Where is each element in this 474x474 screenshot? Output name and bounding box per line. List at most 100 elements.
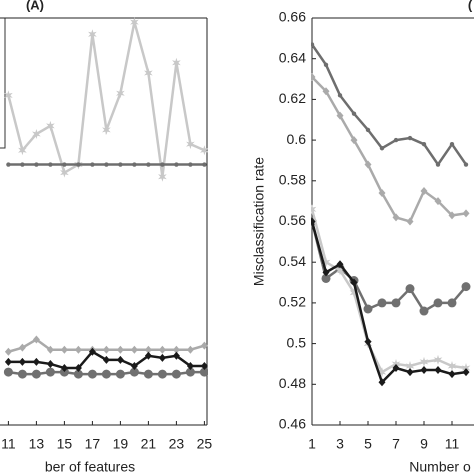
marker xyxy=(34,162,39,167)
x-tick-label: 17 xyxy=(85,436,101,452)
marker xyxy=(433,298,443,308)
marker xyxy=(172,57,181,68)
marker xyxy=(4,347,12,356)
series-line xyxy=(7,21,205,177)
marker xyxy=(378,378,386,387)
y-tick-label: 0.52 xyxy=(279,294,306,310)
marker xyxy=(311,217,316,226)
marker xyxy=(3,367,13,377)
marker xyxy=(335,265,345,276)
series-line xyxy=(311,76,467,224)
y-tick-label: 0.48 xyxy=(279,375,306,391)
marker xyxy=(102,124,111,135)
marker xyxy=(102,345,110,354)
marker xyxy=(144,351,152,360)
marker xyxy=(435,162,441,167)
marker xyxy=(18,357,26,366)
marker xyxy=(421,141,427,147)
y-tick-label: 0.58 xyxy=(279,172,306,188)
marker xyxy=(88,347,96,356)
x-tick-label: 11 xyxy=(445,436,460,452)
marker xyxy=(186,361,194,370)
y-axis-label: Misclassification rate xyxy=(251,157,267,286)
marker xyxy=(76,162,81,167)
marker xyxy=(143,369,153,379)
marker xyxy=(377,298,387,308)
marker xyxy=(461,282,471,292)
marker xyxy=(311,204,317,215)
x-tick-label: 15 xyxy=(57,436,73,452)
marker xyxy=(420,186,428,195)
y-tick-label: 0.54 xyxy=(279,253,306,269)
marker xyxy=(393,137,399,143)
marker xyxy=(60,364,68,373)
marker xyxy=(321,273,331,283)
y-tick-label: 0.62 xyxy=(279,90,306,106)
marker xyxy=(157,369,167,379)
marker xyxy=(199,367,208,377)
marker xyxy=(350,136,358,145)
plot-area xyxy=(311,42,471,387)
marker xyxy=(392,364,400,373)
marker xyxy=(322,87,330,96)
marker xyxy=(311,42,315,47)
marker xyxy=(171,369,181,379)
x-tick-label: 7 xyxy=(392,436,400,452)
marker xyxy=(74,364,82,373)
marker xyxy=(116,355,124,364)
marker xyxy=(462,368,470,377)
marker xyxy=(200,341,208,350)
marker xyxy=(116,88,125,99)
marker xyxy=(323,62,329,68)
marker xyxy=(174,162,179,167)
marker xyxy=(101,369,111,379)
series-line xyxy=(311,43,468,167)
y-tick-label: 0.6 xyxy=(287,131,307,147)
marker xyxy=(405,360,415,371)
marker xyxy=(434,197,442,206)
marker xyxy=(336,111,344,120)
marker xyxy=(46,345,54,354)
marker xyxy=(129,367,139,377)
marker xyxy=(90,162,95,167)
marker xyxy=(186,139,195,150)
marker xyxy=(337,93,343,98)
marker xyxy=(391,298,401,308)
marker xyxy=(62,162,67,167)
x-tick-label: 21 xyxy=(141,436,157,452)
marker xyxy=(158,171,167,182)
x-axis-label: ber of features xyxy=(45,459,135,474)
marker xyxy=(130,361,138,370)
marker xyxy=(59,367,69,377)
marker xyxy=(60,167,69,178)
marker xyxy=(377,367,387,378)
marker xyxy=(102,355,110,364)
y-tick-label: 0.5 xyxy=(287,334,307,350)
marker xyxy=(378,189,386,198)
panel-title: ( xyxy=(468,0,473,12)
series-line xyxy=(311,208,467,374)
marker xyxy=(20,162,25,167)
marker xyxy=(462,209,470,218)
marker xyxy=(419,306,429,316)
marker xyxy=(311,73,316,82)
marker xyxy=(186,345,194,354)
marker xyxy=(74,345,82,354)
marker xyxy=(185,367,195,377)
marker xyxy=(46,120,55,131)
x-tick-label: 13 xyxy=(29,436,45,452)
marker xyxy=(87,369,97,379)
marker xyxy=(448,370,456,379)
marker xyxy=(419,356,429,367)
marker xyxy=(18,343,26,352)
panel-title: (A) xyxy=(26,0,44,12)
marker xyxy=(447,298,457,308)
marker xyxy=(4,90,13,101)
marker xyxy=(434,366,442,375)
marker xyxy=(45,367,55,377)
marker xyxy=(461,363,471,374)
marker xyxy=(406,217,414,226)
y-tick-label: 0.64 xyxy=(279,49,306,65)
